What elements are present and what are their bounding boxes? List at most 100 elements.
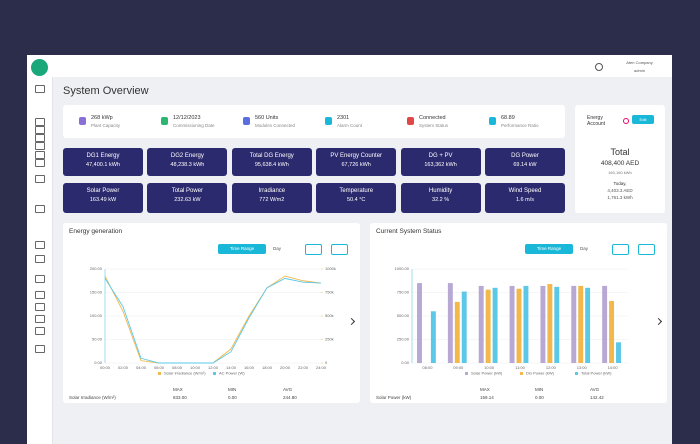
bar <box>540 285 546 363</box>
logo[interactable] <box>31 59 48 76</box>
y-tick-label: 50.00 <box>92 337 103 342</box>
info-value: 68.89 <box>501 115 515 121</box>
metric-card: DG1 Energy 47,400.1 kWh <box>63 148 143 176</box>
x-tick-label: 14:00 <box>226 365 237 370</box>
export-button[interactable] <box>305 244 322 255</box>
chart: 0.00 250.00 500.00 750.00 1000.00 08:00 09:00 1… <box>395 266 628 376</box>
info-icon <box>325 117 332 125</box>
total-aed: 408,400 AED <box>600 160 640 167</box>
nav-icon[interactable] <box>35 345 45 353</box>
bar <box>554 286 560 363</box>
legend-swatch <box>520 372 523 375</box>
nav-icon[interactable] <box>35 175 45 183</box>
bar <box>616 342 621 363</box>
y2-tick-label: 1000k <box>325 266 336 271</box>
bar <box>447 283 453 363</box>
bar <box>492 287 498 363</box>
bar <box>609 300 615 363</box>
y-tick-label: 200.00 <box>90 266 103 271</box>
chart-panel: Energy generation Time Range Day 0.00 50.00 1… <box>63 223 360 403</box>
nav-icon[interactable] <box>35 134 45 142</box>
nav-icon[interactable] <box>35 303 45 311</box>
nav-icon[interactable] <box>35 159 45 167</box>
x-tick-label: 10:00 <box>190 365 201 370</box>
x-tick-label: 00:00 <box>100 365 111 370</box>
info-label: System Status <box>419 123 449 128</box>
nav-icon[interactable] <box>35 327 45 335</box>
panel-title: Energy generation <box>69 228 123 235</box>
y2-tick-label: 750k <box>325 290 334 295</box>
column-header: MIN <box>535 387 544 392</box>
bar <box>547 284 553 363</box>
nav-icon[interactable] <box>35 126 45 134</box>
theme-toggle[interactable] <box>595 63 603 71</box>
metric-value: 67,726 kWh <box>341 162 371 168</box>
metric-value: 69.14 kW <box>513 162 537 168</box>
metric-value: 232.63 kW <box>174 197 201 203</box>
nav-icon[interactable] <box>35 275 45 283</box>
metric-label: Wind Speed <box>508 188 542 194</box>
info-value: Connected <box>419 115 446 121</box>
info-icon <box>161 117 168 125</box>
table-cell: 159.14 <box>480 395 494 400</box>
fullscreen-button[interactable] <box>331 244 348 255</box>
export-button[interactable] <box>612 244 629 255</box>
bar <box>516 288 522 363</box>
fullscreen-button[interactable] <box>638 244 655 255</box>
info-label: Performance Ratio <box>501 123 539 128</box>
nav-icon[interactable] <box>35 255 45 263</box>
metric-value: 48,238.3 kWh <box>170 162 205 168</box>
period-select[interactable]: Day <box>273 246 282 251</box>
time-range-button[interactable]: Time Range <box>525 244 573 254</box>
time-range-button[interactable]: Time Range <box>218 244 266 254</box>
account-title: Energy Account <box>587 115 606 127</box>
metric-card: Humidity 32.2 % <box>400 183 481 213</box>
metric-value: 95,638.4 kWh <box>254 162 289 168</box>
x-tick-label: 18:00 <box>262 365 273 370</box>
nav-icon[interactable] <box>35 142 45 150</box>
nav-icon[interactable] <box>35 118 45 126</box>
info-icon <box>489 117 496 125</box>
x-tick-label: 14:00 <box>608 365 619 370</box>
y-tick-label: 1000.00 <box>395 266 410 271</box>
metric-card: Total DG Energy 95,638.4 kWh <box>231 148 312 176</box>
bar <box>478 285 484 363</box>
stats-table: MAX MIN AVG Solar Irradiance (W/m²) 833.00 0.… <box>63 387 360 403</box>
nav-icon[interactable] <box>35 241 45 249</box>
edit-button[interactable]: Edit <box>632 115 654 124</box>
today-aed: 4,403.3 AED <box>607 188 633 193</box>
nav-icon[interactable] <box>35 85 45 93</box>
user-menu[interactable]: Aten Company admin <box>617 60 662 73</box>
account-card: Energy Account Edit Total 408,400 AED 16… <box>575 105 665 213</box>
column-header: MAX <box>173 387 183 392</box>
metric-label: Total DG Energy <box>249 153 294 159</box>
legend-label: AC Power (W) <box>219 371 245 376</box>
y2-tick-label: 0 <box>325 360 328 365</box>
today-label: Today, <box>613 181 627 186</box>
nav-icon[interactable] <box>35 291 45 299</box>
metric-value: 50.4 °C <box>346 197 366 203</box>
nav-icon[interactable] <box>35 315 45 323</box>
x-tick-label: 06:00 <box>154 365 165 370</box>
bar <box>461 291 467 363</box>
series-line <box>104 275 322 364</box>
x-tick-label: 24:00 <box>316 365 327 370</box>
metric-card: Temperature 50.4 °C <box>316 183 397 213</box>
y2-tick-label: 500k <box>325 313 334 318</box>
bar <box>571 285 577 363</box>
nav-icon[interactable] <box>35 151 45 159</box>
bar <box>485 289 491 363</box>
app-screen: Aten Company admin System Overview 268 k… <box>27 55 672 444</box>
y-tick-label: 0.00 <box>94 360 103 365</box>
y-tick-label: 250.00 <box>397 337 410 342</box>
period-select[interactable]: Day <box>580 246 589 251</box>
info-icon <box>79 117 86 125</box>
metric-label: Irradiance <box>258 188 286 194</box>
role: admin <box>634 68 645 73</box>
nav-icon[interactable] <box>35 205 45 213</box>
page-title: System Overview <box>63 85 149 97</box>
bar <box>602 285 608 363</box>
x-tick-label: 13:00 <box>577 365 588 370</box>
x-tick-label: 20:00 <box>280 365 291 370</box>
legend-label: Total Power (kW) <box>581 371 612 376</box>
